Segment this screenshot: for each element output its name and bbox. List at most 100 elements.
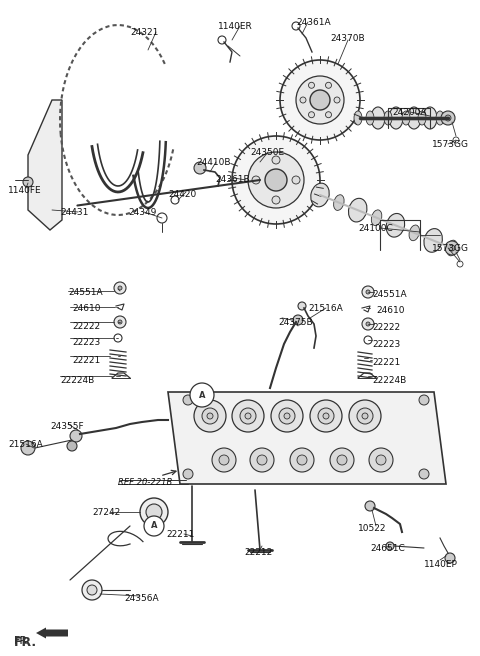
Text: 1140EP: 1140EP xyxy=(424,560,458,569)
Circle shape xyxy=(194,400,226,432)
Circle shape xyxy=(318,408,334,424)
Text: FR.: FR. xyxy=(14,636,31,646)
Circle shape xyxy=(386,542,394,550)
Circle shape xyxy=(232,400,264,432)
Circle shape xyxy=(290,448,314,472)
Text: REF 20-221B: REF 20-221B xyxy=(118,478,172,487)
Circle shape xyxy=(310,90,330,110)
Ellipse shape xyxy=(348,198,367,222)
Circle shape xyxy=(114,334,122,342)
Circle shape xyxy=(272,156,280,164)
Text: A: A xyxy=(151,522,157,531)
Circle shape xyxy=(445,553,455,563)
Text: 24321: 24321 xyxy=(130,28,158,37)
Circle shape xyxy=(157,213,167,223)
Circle shape xyxy=(114,316,126,328)
Ellipse shape xyxy=(407,107,421,129)
Circle shape xyxy=(232,136,320,224)
Text: 24375B: 24375B xyxy=(278,318,312,327)
Text: 1140FE: 1140FE xyxy=(8,186,42,195)
Text: 1573GG: 1573GG xyxy=(432,140,469,149)
Ellipse shape xyxy=(371,107,385,129)
Circle shape xyxy=(310,400,342,432)
Text: 24355F: 24355F xyxy=(50,422,84,431)
Circle shape xyxy=(300,97,306,103)
Circle shape xyxy=(349,400,381,432)
Circle shape xyxy=(146,504,162,520)
Text: 22224B: 22224B xyxy=(60,376,94,385)
Circle shape xyxy=(357,408,373,424)
Circle shape xyxy=(365,501,375,511)
Text: 22224B: 22224B xyxy=(372,376,406,385)
Circle shape xyxy=(449,245,455,251)
Circle shape xyxy=(257,455,267,465)
Circle shape xyxy=(362,318,374,330)
Text: 24651C: 24651C xyxy=(370,544,405,553)
Text: 24610: 24610 xyxy=(376,306,405,315)
Circle shape xyxy=(364,336,372,344)
Polygon shape xyxy=(168,392,446,484)
Circle shape xyxy=(298,302,306,310)
Circle shape xyxy=(453,137,459,143)
Circle shape xyxy=(171,196,179,204)
Ellipse shape xyxy=(386,213,405,237)
Circle shape xyxy=(70,430,82,442)
Circle shape xyxy=(144,516,164,536)
Circle shape xyxy=(325,112,332,117)
Circle shape xyxy=(118,320,122,324)
Text: 1140ER: 1140ER xyxy=(218,22,253,31)
Circle shape xyxy=(212,448,236,472)
Text: 22212: 22212 xyxy=(244,548,272,557)
Circle shape xyxy=(292,22,300,30)
Text: 21516A: 21516A xyxy=(308,304,343,313)
Text: 24370B: 24370B xyxy=(330,34,365,43)
Circle shape xyxy=(279,408,295,424)
Circle shape xyxy=(252,176,260,184)
Text: 22223: 22223 xyxy=(372,340,400,349)
Circle shape xyxy=(337,455,347,465)
Polygon shape xyxy=(28,100,62,230)
Circle shape xyxy=(334,97,340,103)
Circle shape xyxy=(419,395,429,405)
Circle shape xyxy=(202,408,218,424)
Circle shape xyxy=(248,152,304,208)
Circle shape xyxy=(219,455,229,465)
Circle shape xyxy=(323,413,329,419)
Circle shape xyxy=(190,383,214,407)
Circle shape xyxy=(194,162,206,174)
Circle shape xyxy=(441,111,455,125)
Text: 24551A: 24551A xyxy=(372,290,407,299)
Circle shape xyxy=(265,169,287,191)
Text: A: A xyxy=(199,390,205,400)
Circle shape xyxy=(292,176,300,184)
Ellipse shape xyxy=(311,183,329,207)
FancyArrow shape xyxy=(36,628,68,638)
Circle shape xyxy=(366,322,370,326)
Ellipse shape xyxy=(409,225,420,241)
Circle shape xyxy=(207,413,213,419)
Circle shape xyxy=(325,82,332,89)
Circle shape xyxy=(284,413,290,419)
Text: 1573GG: 1573GG xyxy=(432,244,469,253)
Text: 24356A: 24356A xyxy=(124,594,158,603)
Circle shape xyxy=(457,261,463,267)
Text: 22211: 22211 xyxy=(166,530,194,539)
Text: 24361B: 24361B xyxy=(215,175,250,184)
Text: 24361A: 24361A xyxy=(296,18,331,27)
Text: 10522: 10522 xyxy=(358,524,386,533)
Circle shape xyxy=(362,286,374,298)
Text: 27242: 27242 xyxy=(92,508,120,517)
Text: 24410B: 24410B xyxy=(196,158,230,167)
Circle shape xyxy=(183,469,193,479)
Circle shape xyxy=(419,469,429,479)
Text: 21516A: 21516A xyxy=(8,440,43,449)
Circle shape xyxy=(21,441,35,455)
Ellipse shape xyxy=(372,210,382,226)
Circle shape xyxy=(23,177,33,187)
Text: 24349: 24349 xyxy=(128,208,156,217)
Circle shape xyxy=(183,395,193,405)
Circle shape xyxy=(293,315,303,325)
Text: 22223: 22223 xyxy=(72,338,100,347)
Circle shape xyxy=(82,580,102,600)
Ellipse shape xyxy=(436,111,444,125)
